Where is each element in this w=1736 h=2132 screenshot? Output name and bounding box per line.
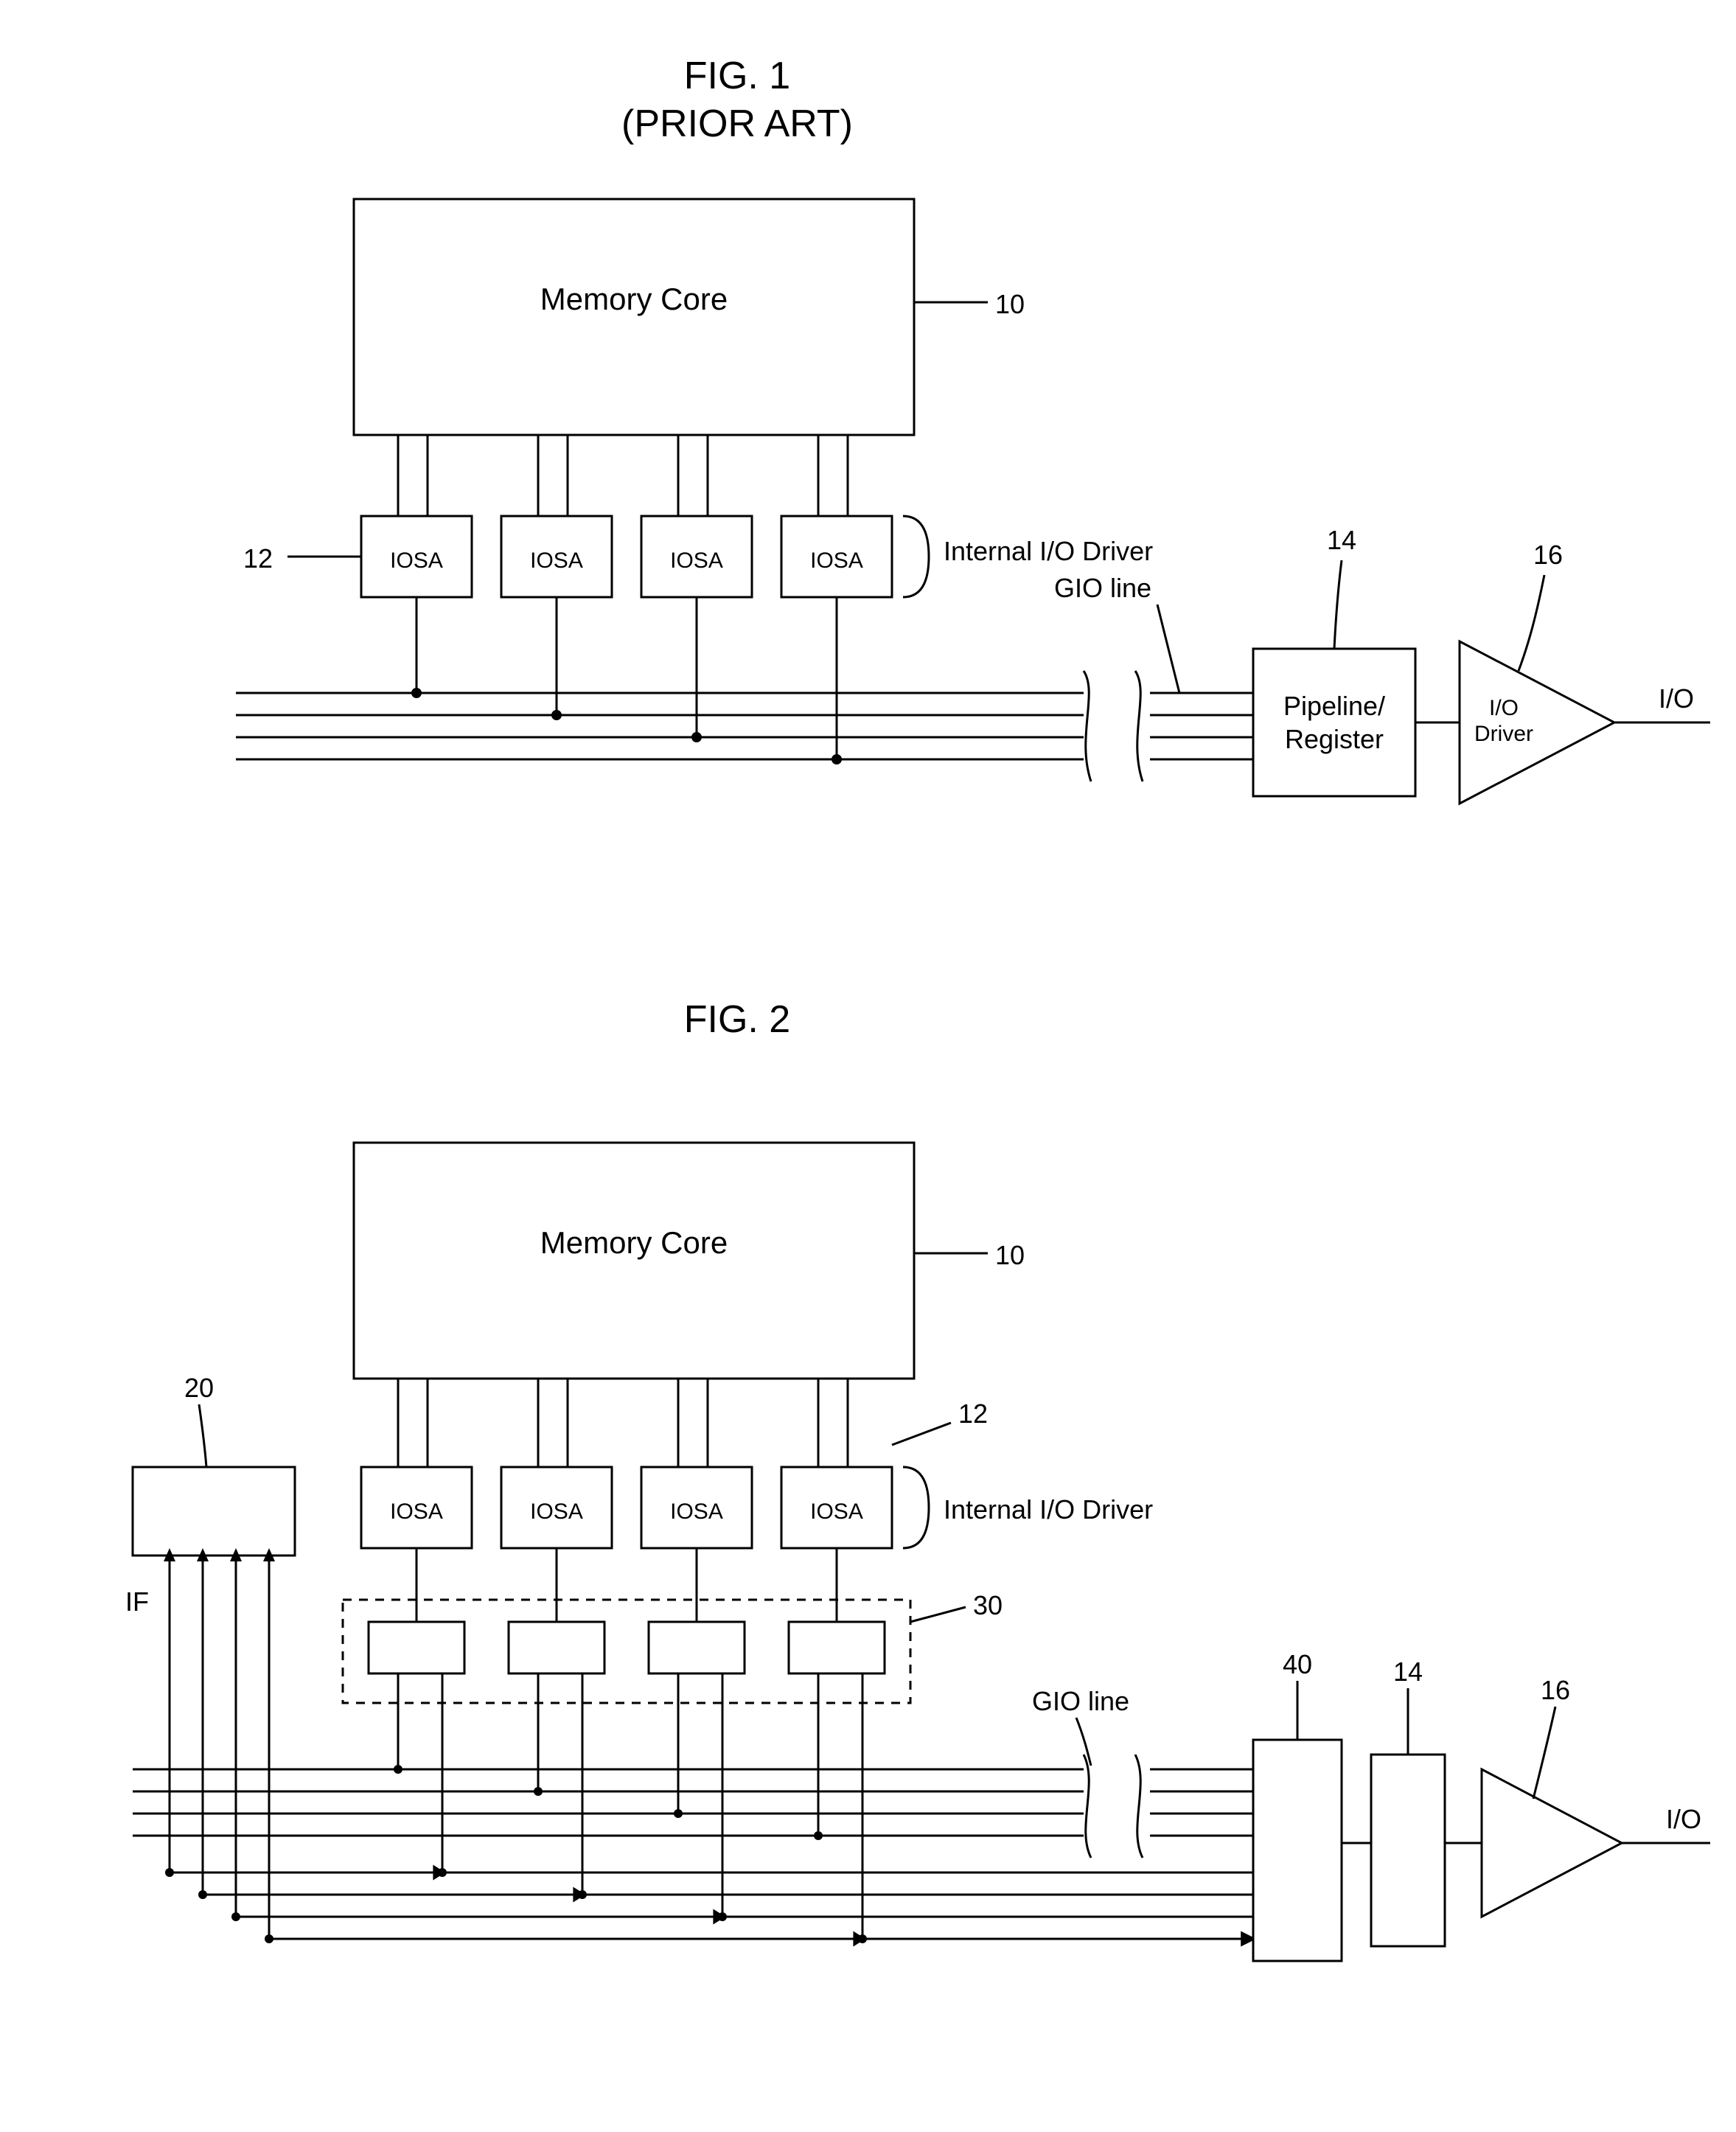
fig1-io-label: I/O: [1659, 683, 1694, 714]
fig1-ref16: 16: [1533, 540, 1563, 570]
fig1-iosa-group-label: Internal I/O Driver: [944, 536, 1153, 566]
fig1-ref14: 14: [1327, 525, 1356, 555]
fig2-gio-label: GIO line: [1032, 1686, 1129, 1716]
figure-2: FIG. 2 Memory Core 10 IOSA IOSA IOSA IOS…: [125, 998, 1710, 1961]
fig1-iosa-brace: [903, 516, 929, 597]
fig1-iosa-label-4: IOSA: [810, 548, 863, 573]
fig1-pipeline-label-1: Pipeline/: [1283, 691, 1385, 721]
fig2-iosa-group-label: Internal I/O Driver: [944, 1494, 1153, 1525]
fig1-ref10: 10: [995, 289, 1025, 319]
fig2-memory-core-label: Memory Core: [540, 1225, 728, 1260]
fig2-gio-bus: [133, 1755, 1253, 1858]
fig1-driver-label-1: I/O: [1489, 696, 1519, 720]
fig1-iosa-label-2: IOSA: [530, 548, 583, 573]
fig2-ref30-leader: [910, 1607, 966, 1622]
figure-1: FIG. 1 (PRIOR ART) Memory Core 10 IOSA I…: [236, 55, 1710, 804]
fig1-iosa-drops: [411, 597, 842, 764]
fig2-driver-triangle: [1482, 1769, 1622, 1917]
fig1-ref14-leader: [1334, 560, 1342, 649]
fig2-ref30: 30: [973, 1590, 1003, 1620]
svg-text:IOSA: IOSA: [530, 1499, 583, 1524]
fig2-ref16b: 16: [1541, 1675, 1570, 1705]
fig1-ref12: 12: [243, 543, 273, 574]
fig1-gio-label: GIO line: [1054, 573, 1151, 603]
fig1-iosa-label-1: IOSA: [390, 548, 443, 573]
fig1-title-line2: (PRIOR ART): [621, 102, 853, 145]
fig2-if-label: IF: [125, 1586, 149, 1617]
fig1-pipeline-label-2: Register: [1285, 724, 1384, 754]
fig1-driver-label-2: Driver: [1474, 722, 1533, 746]
fig2-block14: [1371, 1755, 1445, 1946]
fig1-title-line1: FIG. 1: [684, 55, 790, 97]
fig1-memory-core-box: [354, 199, 914, 435]
fig2-ref16b-leader: [1533, 1707, 1555, 1799]
fig2-ref20-leader: [199, 1404, 206, 1467]
fig2-if-box: [133, 1467, 295, 1556]
fig2-ref12-leader: [892, 1423, 951, 1445]
fig2-io-label: I/O: [1666, 1804, 1701, 1834]
fig1-ref16-leader: [1519, 575, 1544, 671]
fig2-ref10: 10: [995, 1240, 1025, 1270]
fig2-iosa-row: IOSA IOSA IOSA IOSA: [361, 1467, 892, 1548]
svg-text:IOSA: IOSA: [670, 1499, 723, 1524]
fig2-ref20: 20: [184, 1373, 214, 1403]
fig1-gio-bus: [236, 605, 1253, 781]
fig2-memory-core-box: [354, 1143, 914, 1379]
fig2-ref14b: 14: [1393, 1657, 1423, 1687]
fig2-iosa-to-latch: [416, 1548, 837, 1622]
fig2-latch-row: [369, 1622, 885, 1673]
fig2-feedback-bus: [164, 1548, 1253, 1943]
fig2-gio-leader: [1076, 1718, 1091, 1766]
fig2-core-to-iosa-stubs: [398, 1379, 848, 1467]
fig2-ref40: 40: [1283, 1649, 1312, 1679]
fig1-memory-core-label: Memory Core: [540, 282, 728, 316]
fig2-latch-to-buses: [394, 1673, 862, 1939]
fig1-pipeline-box: [1253, 649, 1415, 796]
fig1-core-to-iosa-stubs: [398, 435, 848, 516]
fig1-iosa-row: IOSA IOSA IOSA IOSA: [361, 516, 892, 597]
fig2-iosa-brace: [903, 1467, 929, 1548]
fig2-title: FIG. 2: [684, 998, 790, 1041]
svg-text:IOSA: IOSA: [810, 1499, 863, 1524]
svg-text:IOSA: IOSA: [390, 1499, 443, 1524]
fig2-ref12: 12: [958, 1398, 988, 1429]
fig1-iosa-label-3: IOSA: [670, 548, 723, 573]
fig2-block40: [1253, 1740, 1342, 1961]
